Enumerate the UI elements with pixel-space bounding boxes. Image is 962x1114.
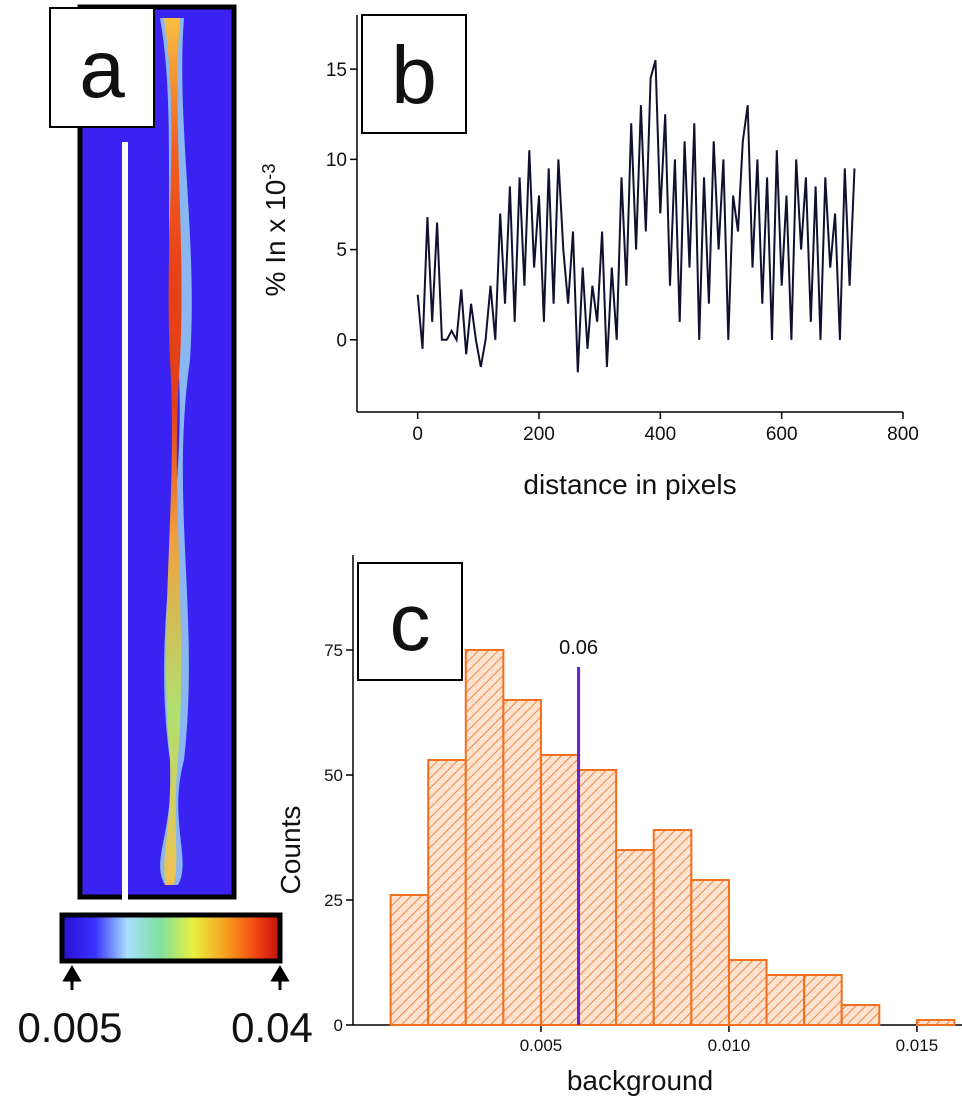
histogram-bar [427,759,467,1026]
panel-label: a [79,24,125,115]
histogram-bar [389,894,430,1026]
x-tick-label: 200 [523,424,555,445]
histogram-bar [690,879,730,1026]
y-tick-label: 15 [326,60,347,81]
y-axis-label: Counts [275,806,306,895]
y-axis-label-exponent: -3 [259,164,279,180]
histogram-bar [464,649,505,1026]
colorbar-tick-label: 0.04 [231,1004,313,1051]
y-tick-label: 10 [326,150,347,171]
histogram-bar [652,829,693,1026]
streak [164,18,182,885]
y-axis-label-text: Counts [275,806,306,895]
y-tick-label: 0 [334,1016,343,1035]
image-frame [77,4,237,900]
line-series [416,59,856,373]
panel-label: b [391,30,437,121]
panel-label-box [361,14,467,134]
x-tick-label: 600 [766,424,798,445]
x-tick-label: 0.010 [708,1036,751,1055]
panel-label-box [49,7,155,128]
x-tick-label: 400 [644,424,676,445]
histogram-bar [915,1019,956,1026]
y-axis-label: % In x 10-3 [259,164,291,297]
colorbar [59,912,283,964]
x-tick-label: 0 [412,424,423,445]
histogram-bar [502,699,542,1026]
annotation-label: 0.06 [559,637,598,659]
histogram-bar [727,959,768,1026]
x-axis-label: distance in pixels [523,469,736,500]
histogram-bar [765,974,806,1026]
y-tick-label: 0 [336,330,347,351]
x-axis-label: background [567,1065,713,1096]
panel-label-box [357,562,463,681]
colorbar-tick-arrow [270,965,290,990]
y-tick-label: 5 [336,240,347,261]
x-tick-label: 800 [887,424,919,445]
histogram-bar [615,849,655,1026]
y-tick-label: 75 [324,641,343,660]
y-tick-label: 50 [324,766,343,785]
histogram-bar [577,769,618,1026]
x-tick-label: 0.005 [520,1036,563,1055]
histogram-bar [803,974,843,1026]
colorbar-tick-arrow [62,965,82,990]
histogram-bar [840,1004,881,1026]
scan-line [122,142,128,912]
x-tick-label: 0.015 [896,1036,939,1055]
y-axis-label-text: % In x 10 [260,180,291,297]
panel-label: c [390,577,431,668]
histogram-bar [539,754,580,1026]
colorbar-tick-label: 0.005 [17,1004,122,1051]
y-tick-label: 25 [324,891,343,910]
